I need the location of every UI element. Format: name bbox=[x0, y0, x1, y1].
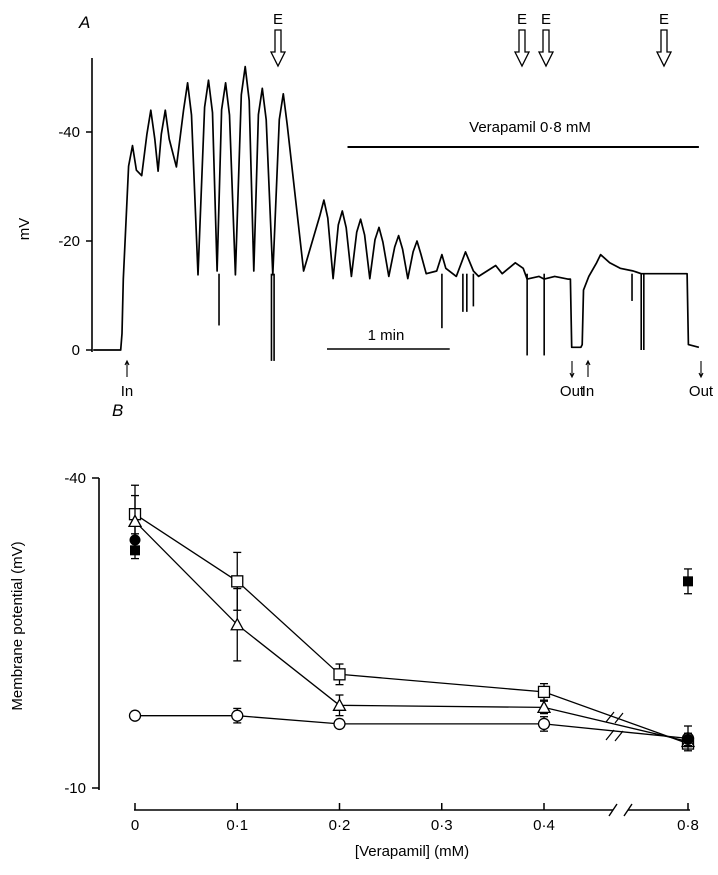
panel-b-series bbox=[127, 484, 696, 752]
electrode-out-label: Out bbox=[560, 383, 585, 400]
electrode-in-arrow bbox=[124, 359, 130, 377]
panel-a-y-axis: -40 -20 0 bbox=[58, 58, 93, 359]
data-point-open-circle bbox=[128, 709, 142, 722]
panel-a-y-tick-label: -40 bbox=[58, 124, 80, 141]
data-point-filled-circle bbox=[129, 534, 141, 546]
electrode-out-arrow bbox=[698, 361, 704, 379]
data-point-open-triangle bbox=[230, 617, 245, 631]
electrode-in-label: In bbox=[121, 383, 134, 400]
event-arrow bbox=[655, 29, 673, 68]
panel-a-label: A bbox=[78, 13, 90, 32]
series-line-open-circle bbox=[135, 715, 689, 740]
panel-a-trace bbox=[93, 65, 700, 361]
data-point-filled-square bbox=[683, 576, 693, 587]
data-point-open-square bbox=[231, 575, 244, 588]
data-point-open-circle bbox=[333, 717, 346, 731]
event-arrow-label: E bbox=[541, 11, 551, 28]
panel-a-y-tick-label: 0 bbox=[72, 342, 80, 359]
event-arrow bbox=[513, 29, 531, 68]
panel-b-x-tick-label: 0·2 bbox=[329, 817, 351, 834]
electrode-out-label: Out bbox=[689, 383, 714, 400]
panel-b-x-tick-label: 0·3 bbox=[431, 817, 453, 834]
event-arrow bbox=[537, 29, 555, 68]
panel-b-x-tick-label: 0·8 bbox=[677, 817, 699, 834]
electrode-out-arrow bbox=[569, 361, 575, 379]
data-point-open-square bbox=[333, 668, 346, 681]
series-line-open-triangle bbox=[134, 520, 689, 743]
data-point-open-circle bbox=[537, 717, 551, 731]
panel-b-label: B bbox=[112, 401, 123, 420]
event-arrow-label: E bbox=[517, 11, 527, 28]
x-axis-break bbox=[608, 803, 633, 817]
panel-b-x-tick-label: 0 bbox=[131, 817, 139, 834]
event-arrow-label: E bbox=[273, 11, 283, 28]
series-line-open-square bbox=[134, 513, 689, 745]
event-arrow-label: E bbox=[659, 11, 669, 28]
panel-b-x-axis-title: [Verapamil] (mM) bbox=[355, 843, 469, 860]
data-point-filled-square bbox=[130, 545, 140, 556]
data-point-open-circle bbox=[231, 709, 244, 722]
panel-a-y-axis-title: mV bbox=[16, 218, 33, 241]
panel-b-x-tick-label: 0·1 bbox=[226, 817, 248, 834]
panel-b-y-axis-title: Membrane potential (mV) bbox=[9, 541, 26, 710]
event-arrow bbox=[269, 29, 287, 68]
panel-b-axes: -40 -10 0 0·1 0·2 0·3 0·4 0·8 bbox=[64, 470, 699, 834]
data-point-filled-circle bbox=[682, 733, 694, 745]
electrode-in-arrow bbox=[585, 359, 591, 377]
data-point-open-triangle bbox=[332, 697, 347, 711]
data-point-open-triangle bbox=[127, 514, 143, 528]
electrode-in-label: In bbox=[582, 383, 595, 400]
panel-b-y-tick-label: -10 bbox=[64, 780, 86, 797]
data-point-open-triangle bbox=[536, 700, 552, 714]
data-point-open-square bbox=[537, 685, 551, 699]
panel-b: B Membrane potential (mV) [Verapamil] (m… bbox=[9, 401, 699, 860]
series-break-marks bbox=[605, 711, 624, 742]
panel-b-y-tick-label: -40 bbox=[64, 470, 86, 487]
panel-a-y-tick-label: -20 bbox=[58, 233, 80, 250]
membrane-potential-trace bbox=[93, 65, 700, 351]
time-scale-bar-label: 1 min bbox=[368, 327, 405, 344]
verapamil-drug-bar-label: Verapamil 0·8 mM bbox=[469, 119, 591, 136]
panel-b-x-tick-label: 0·4 bbox=[533, 817, 555, 834]
